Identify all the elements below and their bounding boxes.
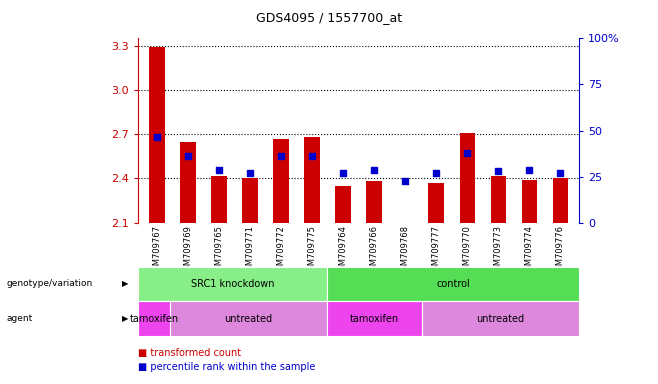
- Text: untreated: untreated: [476, 313, 524, 324]
- Bar: [491, 175, 506, 223]
- Text: ■ percentile rank within the sample: ■ percentile rank within the sample: [138, 361, 316, 372]
- Text: ■ transformed count: ■ transformed count: [138, 348, 241, 358]
- Point: [214, 167, 224, 173]
- Point: [555, 169, 566, 175]
- Point: [245, 169, 255, 175]
- Text: GDS4095 / 1557700_at: GDS4095 / 1557700_at: [256, 12, 402, 25]
- Text: ▶: ▶: [122, 314, 128, 323]
- Bar: [242, 179, 258, 223]
- Point: [276, 153, 286, 159]
- Bar: [459, 133, 475, 223]
- Text: tamoxifen: tamoxifen: [130, 313, 178, 324]
- Bar: [367, 181, 382, 223]
- Point: [524, 167, 535, 173]
- Bar: [149, 47, 164, 223]
- Point: [493, 168, 503, 174]
- Text: ▶: ▶: [122, 280, 128, 288]
- Point: [369, 167, 380, 173]
- Point: [338, 169, 348, 175]
- Bar: [553, 179, 568, 223]
- Point: [431, 169, 442, 175]
- Text: untreated: untreated: [224, 313, 272, 324]
- Text: tamoxifen: tamoxifen: [350, 313, 399, 324]
- Point: [307, 153, 317, 159]
- Point: [462, 151, 472, 157]
- Text: control: control: [436, 279, 470, 289]
- Text: SRC1 knockdown: SRC1 knockdown: [191, 279, 274, 289]
- Bar: [522, 180, 537, 223]
- Text: agent: agent: [7, 314, 33, 323]
- Text: genotype/variation: genotype/variation: [7, 280, 93, 288]
- Bar: [304, 137, 320, 223]
- Bar: [428, 183, 444, 223]
- Bar: [211, 175, 226, 223]
- Point: [151, 134, 162, 140]
- Point: [182, 153, 193, 159]
- Bar: [336, 186, 351, 223]
- Bar: [180, 142, 195, 223]
- Bar: [273, 139, 289, 223]
- Point: [400, 178, 411, 184]
